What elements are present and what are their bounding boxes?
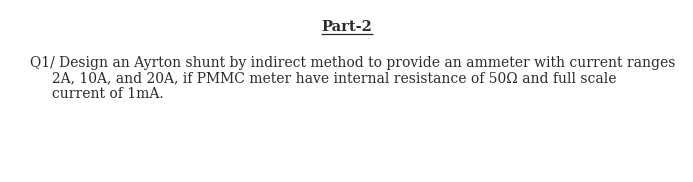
Text: Part-2: Part-2 xyxy=(321,20,372,34)
Text: Q1/ Design an Ayrton shunt by indirect method to provide an ammeter with current: Q1/ Design an Ayrton shunt by indirect m… xyxy=(30,56,676,70)
Text: current of 1mA.: current of 1mA. xyxy=(30,87,164,101)
Text: 2A, 10A, and 20A, if PMMC meter have internal resistance of 50Ω and full scale: 2A, 10A, and 20A, if PMMC meter have int… xyxy=(30,72,617,86)
